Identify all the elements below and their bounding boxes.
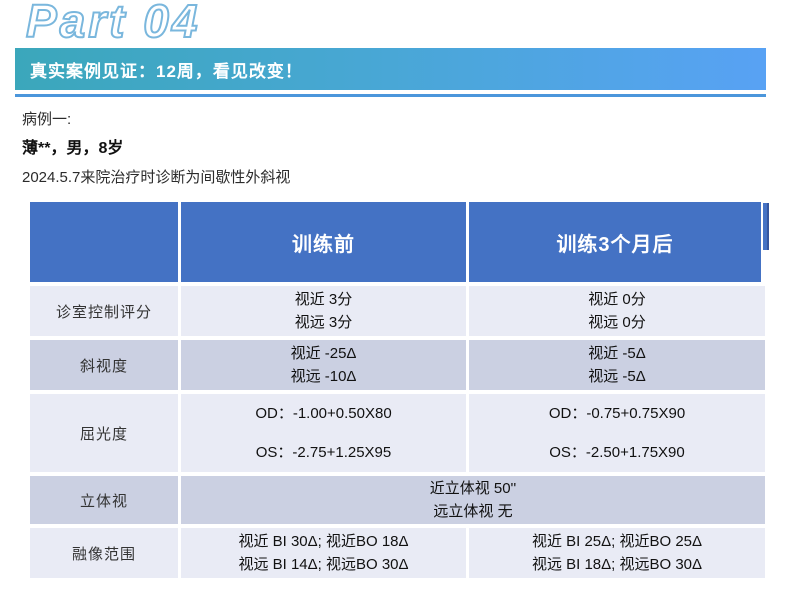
value-line: 视远 0分: [588, 314, 646, 331]
before-value-cell: 视近 BI 30Δ; 视近BO 18Δ 视远 BI 14Δ; 视远BO 30Δ: [181, 528, 466, 578]
table-row-fusion-range: 融像范围 视近 BI 30Δ; 视近BO 18Δ 视远 BI 14Δ; 视远BO…: [30, 528, 765, 578]
before-value-cell: 视近 -25Δ 视远 -10Δ: [181, 340, 466, 390]
row-label: 立体视: [79, 492, 128, 510]
part-number-heading: Part 04: [25, 0, 201, 48]
row-label: 斜视度: [79, 357, 128, 375]
table-row-refraction: 屈光度 OD：-1.00+0.50X80 OS：-2.75+1.25X95 OD…: [30, 394, 765, 472]
row-label-cell: 斜视度: [30, 340, 178, 390]
value-line: 远立体视 无: [433, 503, 513, 520]
value-line: 视近 3分: [294, 291, 353, 308]
after-value-cell: OD：-0.75+0.75X90 OS：-2.50+1.75X90: [469, 394, 765, 472]
value-line: 视近 -25Δ: [290, 345, 357, 362]
row-label: 融像范围: [71, 545, 136, 563]
value-line: OS：-2.50+1.75X90: [549, 444, 685, 461]
case-number-text: 病例一:: [22, 111, 72, 128]
patient-info-text: 薄**，男，8岁: [22, 140, 124, 157]
row-label: 诊室控制评分: [55, 303, 152, 321]
after-value-cell: 视近 -5Δ 视远 -5Δ: [469, 340, 765, 390]
value-line: 视近 BI 25Δ; 视近BO 25Δ: [531, 533, 703, 550]
diagnosis-text: 2024.5.7来院治疗时诊断为间歇性外斜视: [22, 169, 291, 186]
section-banner: 真实案例见证：12周，看见改变！: [15, 48, 766, 90]
stereopsis-span-cell: 近立体视 50'' 远立体视 无: [181, 476, 765, 524]
header-cell-after-training: 训练3个月后: [469, 202, 761, 282]
comparison-table: 训练前 训练3个月后 诊室控制评分 视近 3分 视远 3分 视近 0分 视远 0…: [30, 202, 769, 582]
value-line: OS：-2.75+1.25X95: [255, 444, 392, 461]
value-line: 视近 BI 30Δ; 视近BO 18Δ: [238, 533, 409, 550]
value-line: 视近 -5Δ: [588, 345, 646, 362]
value-line: OD：-1.00+0.50X80: [255, 405, 392, 422]
row-label-cell: 屈光度: [30, 394, 178, 472]
header-cell-empty: [30, 202, 178, 282]
value-line: 视远 3分: [294, 314, 353, 331]
row-label-cell: 诊室控制评分: [30, 286, 178, 336]
section-banner-title: 真实案例见证：12周，看见改变！: [30, 61, 303, 81]
value-line: 近立体视 50'': [429, 480, 517, 497]
value-line: 视近 0分: [588, 291, 646, 308]
value-line: 视远 -10Δ: [290, 368, 357, 385]
table-header-row: 训练前 训练3个月后: [30, 202, 769, 282]
table-row-control-score: 诊室控制评分 视近 3分 视远 3分 视近 0分 视远 0分: [30, 286, 765, 336]
row-label-cell: 立体视: [30, 476, 178, 524]
table-row-strabismus-degree: 斜视度 视近 -25Δ 视远 -10Δ 视近 -5Δ 视远 -5Δ: [30, 340, 765, 390]
row-label-cell: 融像范围: [30, 528, 178, 578]
banner-underline-rule: [15, 94, 766, 97]
header-cell-before-training: 训练前: [181, 202, 466, 282]
value-line: 视远 BI 18Δ; 视远BO 30Δ: [531, 556, 703, 573]
row-label: 屈光度: [79, 425, 128, 443]
header-edge-artifact: [763, 203, 769, 250]
after-value-cell: 视近 0分 视远 0分: [469, 286, 765, 336]
before-value-cell: OD：-1.00+0.50X80 OS：-2.75+1.25X95: [181, 394, 466, 472]
table-row-stereopsis: 立体视 近立体视 50'' 远立体视 无: [30, 476, 765, 524]
value-line: 视远 BI 14Δ; 视远BO 30Δ: [238, 556, 409, 573]
value-line: 视远 -5Δ: [588, 368, 646, 385]
value-line: OD：-0.75+0.75X90: [548, 405, 686, 422]
after-value-cell: 视近 BI 25Δ; 视近BO 25Δ 视远 BI 18Δ; 视远BO 30Δ: [469, 528, 765, 578]
before-value-cell: 视近 3分 视远 3分: [181, 286, 466, 336]
